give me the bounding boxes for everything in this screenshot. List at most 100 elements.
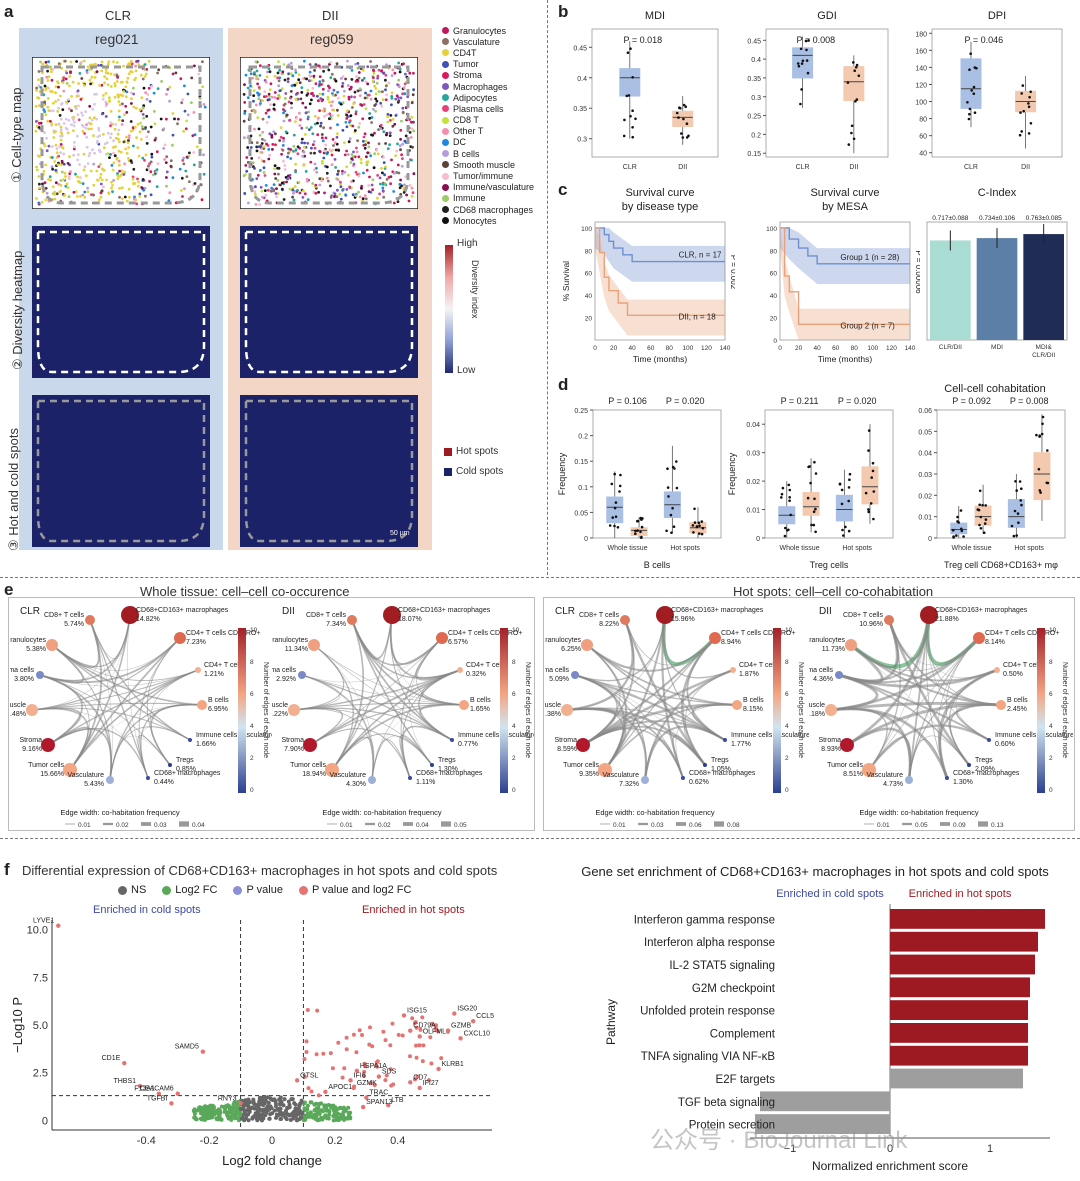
cell-dot (95, 117, 98, 121)
cell-dot (45, 191, 49, 195)
data-point (613, 472, 616, 476)
legend-dot-icon (442, 138, 449, 146)
cell-dot (412, 88, 415, 92)
data-point (972, 92, 976, 95)
cell-dot (180, 101, 184, 105)
cell-dot (279, 126, 283, 129)
cell-dot (305, 111, 308, 115)
cell-dot (120, 123, 124, 126)
cell-dot (54, 181, 58, 185)
cell-dot (272, 103, 276, 107)
cell-dot (110, 180, 113, 184)
cell-dot (286, 77, 290, 81)
cell-dot (145, 135, 149, 139)
cell-dot (333, 141, 337, 145)
data-point (805, 48, 808, 52)
cell-dot (128, 195, 131, 199)
x-tick-label: 100 (867, 345, 878, 352)
cell-dot (126, 63, 130, 66)
cell-dot (163, 143, 167, 147)
cell-dot (59, 117, 63, 121)
cell-dot (143, 68, 147, 71)
legend-label: Vasculature (453, 36, 500, 47)
cell-dot (35, 165, 38, 169)
cell-dot (97, 165, 101, 168)
cell-dot (113, 154, 117, 158)
cell-dot (145, 98, 149, 101)
cell-dot (133, 125, 137, 129)
legend-label: CD8 T (453, 115, 479, 126)
bar-value-label: 0.717±0.088 (932, 215, 968, 222)
y-tick-label: 0.03 (746, 451, 760, 458)
cell-dot (330, 117, 333, 121)
legend-dot-icon (442, 105, 449, 113)
cell-dot (65, 182, 69, 186)
cell-dot (349, 124, 352, 127)
cell-dot (279, 183, 282, 187)
data-point (1027, 105, 1031, 109)
cell-dot (50, 70, 53, 74)
data-point (1037, 467, 1041, 471)
cell-dot (251, 76, 254, 80)
cell-dot (74, 190, 78, 194)
cell-dot (37, 78, 40, 82)
cell-dot (382, 161, 386, 164)
cell-dot (329, 184, 332, 188)
cell-dot (63, 193, 66, 197)
cell-dot (347, 97, 351, 101)
data-point (675, 460, 678, 463)
cell-dot (337, 169, 340, 173)
cell-dot (82, 125, 85, 128)
cell-dot (325, 113, 329, 117)
cell-dot (256, 116, 260, 119)
cell-dot (356, 139, 359, 143)
cell-dot (287, 147, 290, 151)
cell-dot (99, 63, 103, 67)
cell-dot (388, 131, 392, 135)
cell-dot (310, 98, 313, 102)
cell-dot (314, 82, 318, 86)
data-point (809, 481, 812, 485)
cell-dot (385, 178, 389, 181)
cell-dot (255, 69, 259, 73)
y-tick-label: 160 (915, 48, 927, 55)
data-point (812, 523, 816, 527)
pvalue-label: P = 0.008 (797, 35, 836, 45)
cell-dot (131, 128, 135, 132)
cell-dot (46, 79, 50, 82)
cell-dot (72, 124, 76, 128)
data-point (618, 484, 622, 488)
cell-dot (282, 119, 286, 123)
cell-dot (318, 80, 322, 83)
cell-dot (362, 103, 366, 106)
cell-dot (265, 142, 268, 146)
cell-dot (86, 186, 89, 190)
box (1007, 499, 1025, 528)
cell-dot (369, 154, 373, 158)
cell-dot (282, 159, 285, 163)
cell-dot (141, 113, 145, 116)
data-point (665, 529, 668, 533)
cell-dot (38, 186, 41, 190)
cell-dot (257, 156, 261, 160)
diversity-axis-label: Diversity index (470, 260, 480, 319)
cell-dot (266, 70, 269, 74)
cell-dot (125, 151, 129, 155)
cell-dot (275, 187, 278, 191)
cell-dot (263, 174, 267, 177)
cell-dot (357, 76, 361, 80)
cell-dot (399, 193, 403, 196)
cell-dot (332, 108, 336, 112)
cell-dot (109, 85, 113, 88)
data-point (1035, 433, 1038, 437)
cell-dot (312, 190, 316, 194)
cell-dot (169, 164, 173, 168)
cell-dot (295, 117, 298, 120)
pvalue-label: P = 0.211 (781, 396, 819, 406)
y-tick-label: 0.45 (747, 38, 761, 45)
cell-dot (93, 93, 97, 96)
legend-label: CD4T (453, 47, 477, 58)
cell-dot (345, 113, 349, 117)
cell-dot (153, 138, 157, 142)
cell-dot (129, 70, 133, 73)
